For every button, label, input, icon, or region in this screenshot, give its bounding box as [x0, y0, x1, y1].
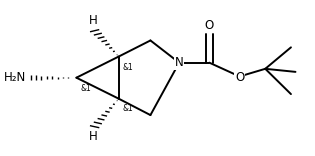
Text: H: H [89, 14, 97, 27]
Text: &1: &1 [123, 104, 133, 113]
Text: O: O [205, 19, 214, 32]
Text: H: H [89, 130, 97, 144]
Text: H₂N: H₂N [4, 71, 26, 84]
Text: &1: &1 [123, 63, 133, 72]
Text: &1: &1 [80, 84, 91, 93]
Text: O: O [235, 71, 244, 84]
Text: N: N [175, 56, 184, 69]
